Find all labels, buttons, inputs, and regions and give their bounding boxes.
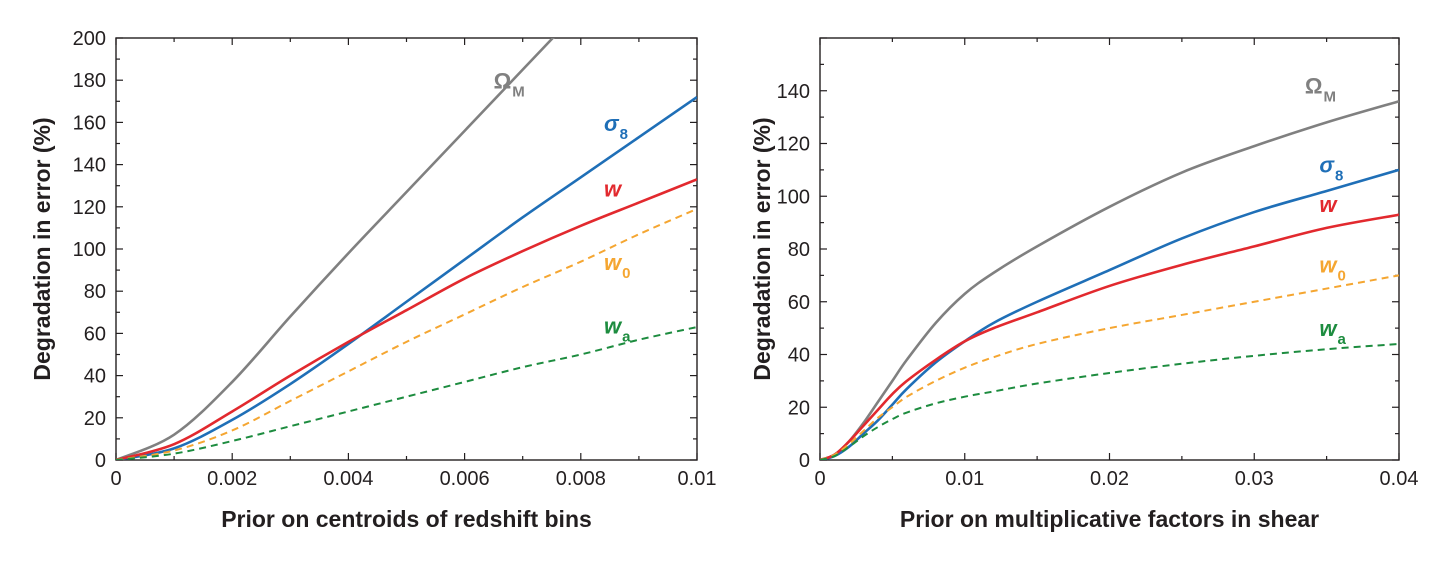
chart-2: 0 20 40 60 80 100 120 140 0 0.01 0.02 0.03 0.04 Prior… <box>749 37 1419 532</box>
y-tick-label: 20 <box>84 408 106 430</box>
x-tick-label: 0.006 <box>440 468 490 490</box>
y-tick-label: 100 <box>777 186 810 208</box>
plot-frame <box>115 37 698 461</box>
y-tick-label: 200 <box>73 28 106 50</box>
series-label-5: wa <box>1319 316 1346 348</box>
x-tick-label: 0 <box>110 468 121 490</box>
y-tick-label: 180 <box>73 70 106 92</box>
y-tick-label: 40 <box>84 366 106 388</box>
x-tick-label: 0.02 <box>1090 468 1129 490</box>
y-tick-label: 100 <box>73 239 106 261</box>
y-tick-label: 60 <box>84 323 106 345</box>
series-line-1 <box>116 38 555 460</box>
x-tick-label: 0.01 <box>945 468 984 490</box>
y-tick-label: 0 <box>95 450 106 472</box>
x-tick-label: 0.002 <box>207 468 257 490</box>
y-tick-label: 160 <box>73 112 106 134</box>
x-tick-label: 0.008 <box>556 468 606 490</box>
series-label-1: ΩM <box>494 69 525 101</box>
series-line-3 <box>820 213 1399 460</box>
series-label-3: w <box>604 176 623 201</box>
y-tick-label: 120 <box>73 197 106 219</box>
series-label-1: ΩM <box>1305 73 1336 105</box>
series-label-4: w0 <box>604 250 630 282</box>
y-tick-label: 60 <box>788 292 810 314</box>
y-tick-label: 120 <box>777 134 810 156</box>
series-line-4 <box>116 207 697 460</box>
y-tick-label: 40 <box>788 345 810 367</box>
chart-1: 0 20 40 60 80 100 120 140 160 180 200 0 0.002 0.004 0.… <box>29 28 717 532</box>
x-tick-label: 0.03 <box>1235 468 1274 490</box>
y-tick-label: 80 <box>84 281 106 303</box>
series-line-5 <box>116 326 697 460</box>
x-tick-label: 0.004 <box>323 468 373 490</box>
y-tick-label: 140 <box>777 81 810 103</box>
x-tick-label: 0.01 <box>678 468 717 490</box>
series-line-1 <box>820 100 1399 460</box>
series-label-4: w0 <box>1319 253 1345 285</box>
y-axis-label: Degradation in error (%) <box>29 117 55 380</box>
y-axis-label: Degradation in error (%) <box>749 117 775 380</box>
y-tick-label: 0 <box>799 450 810 472</box>
x-axis-label: Prior on multiplicative factors in shear <box>900 506 1319 532</box>
series-label-2: σ8 <box>604 111 628 143</box>
x-axis-label: Prior on centroids of redshift bins <box>221 506 592 532</box>
y-tick-label: 140 <box>73 155 106 177</box>
series-line-2 <box>820 168 1399 460</box>
series-line-4 <box>820 274 1399 460</box>
y-tick-label: 80 <box>788 239 810 261</box>
series-label-5: wa <box>604 313 631 345</box>
x-tick-label: 0 <box>814 468 825 490</box>
series-line-3 <box>116 178 697 460</box>
series-line-2 <box>116 96 697 460</box>
series-label-3: w <box>1319 192 1338 217</box>
x-tick-label: 0.04 <box>1380 468 1419 490</box>
y-tick-label: 20 <box>788 397 810 419</box>
series-label-2: σ8 <box>1319 153 1343 185</box>
